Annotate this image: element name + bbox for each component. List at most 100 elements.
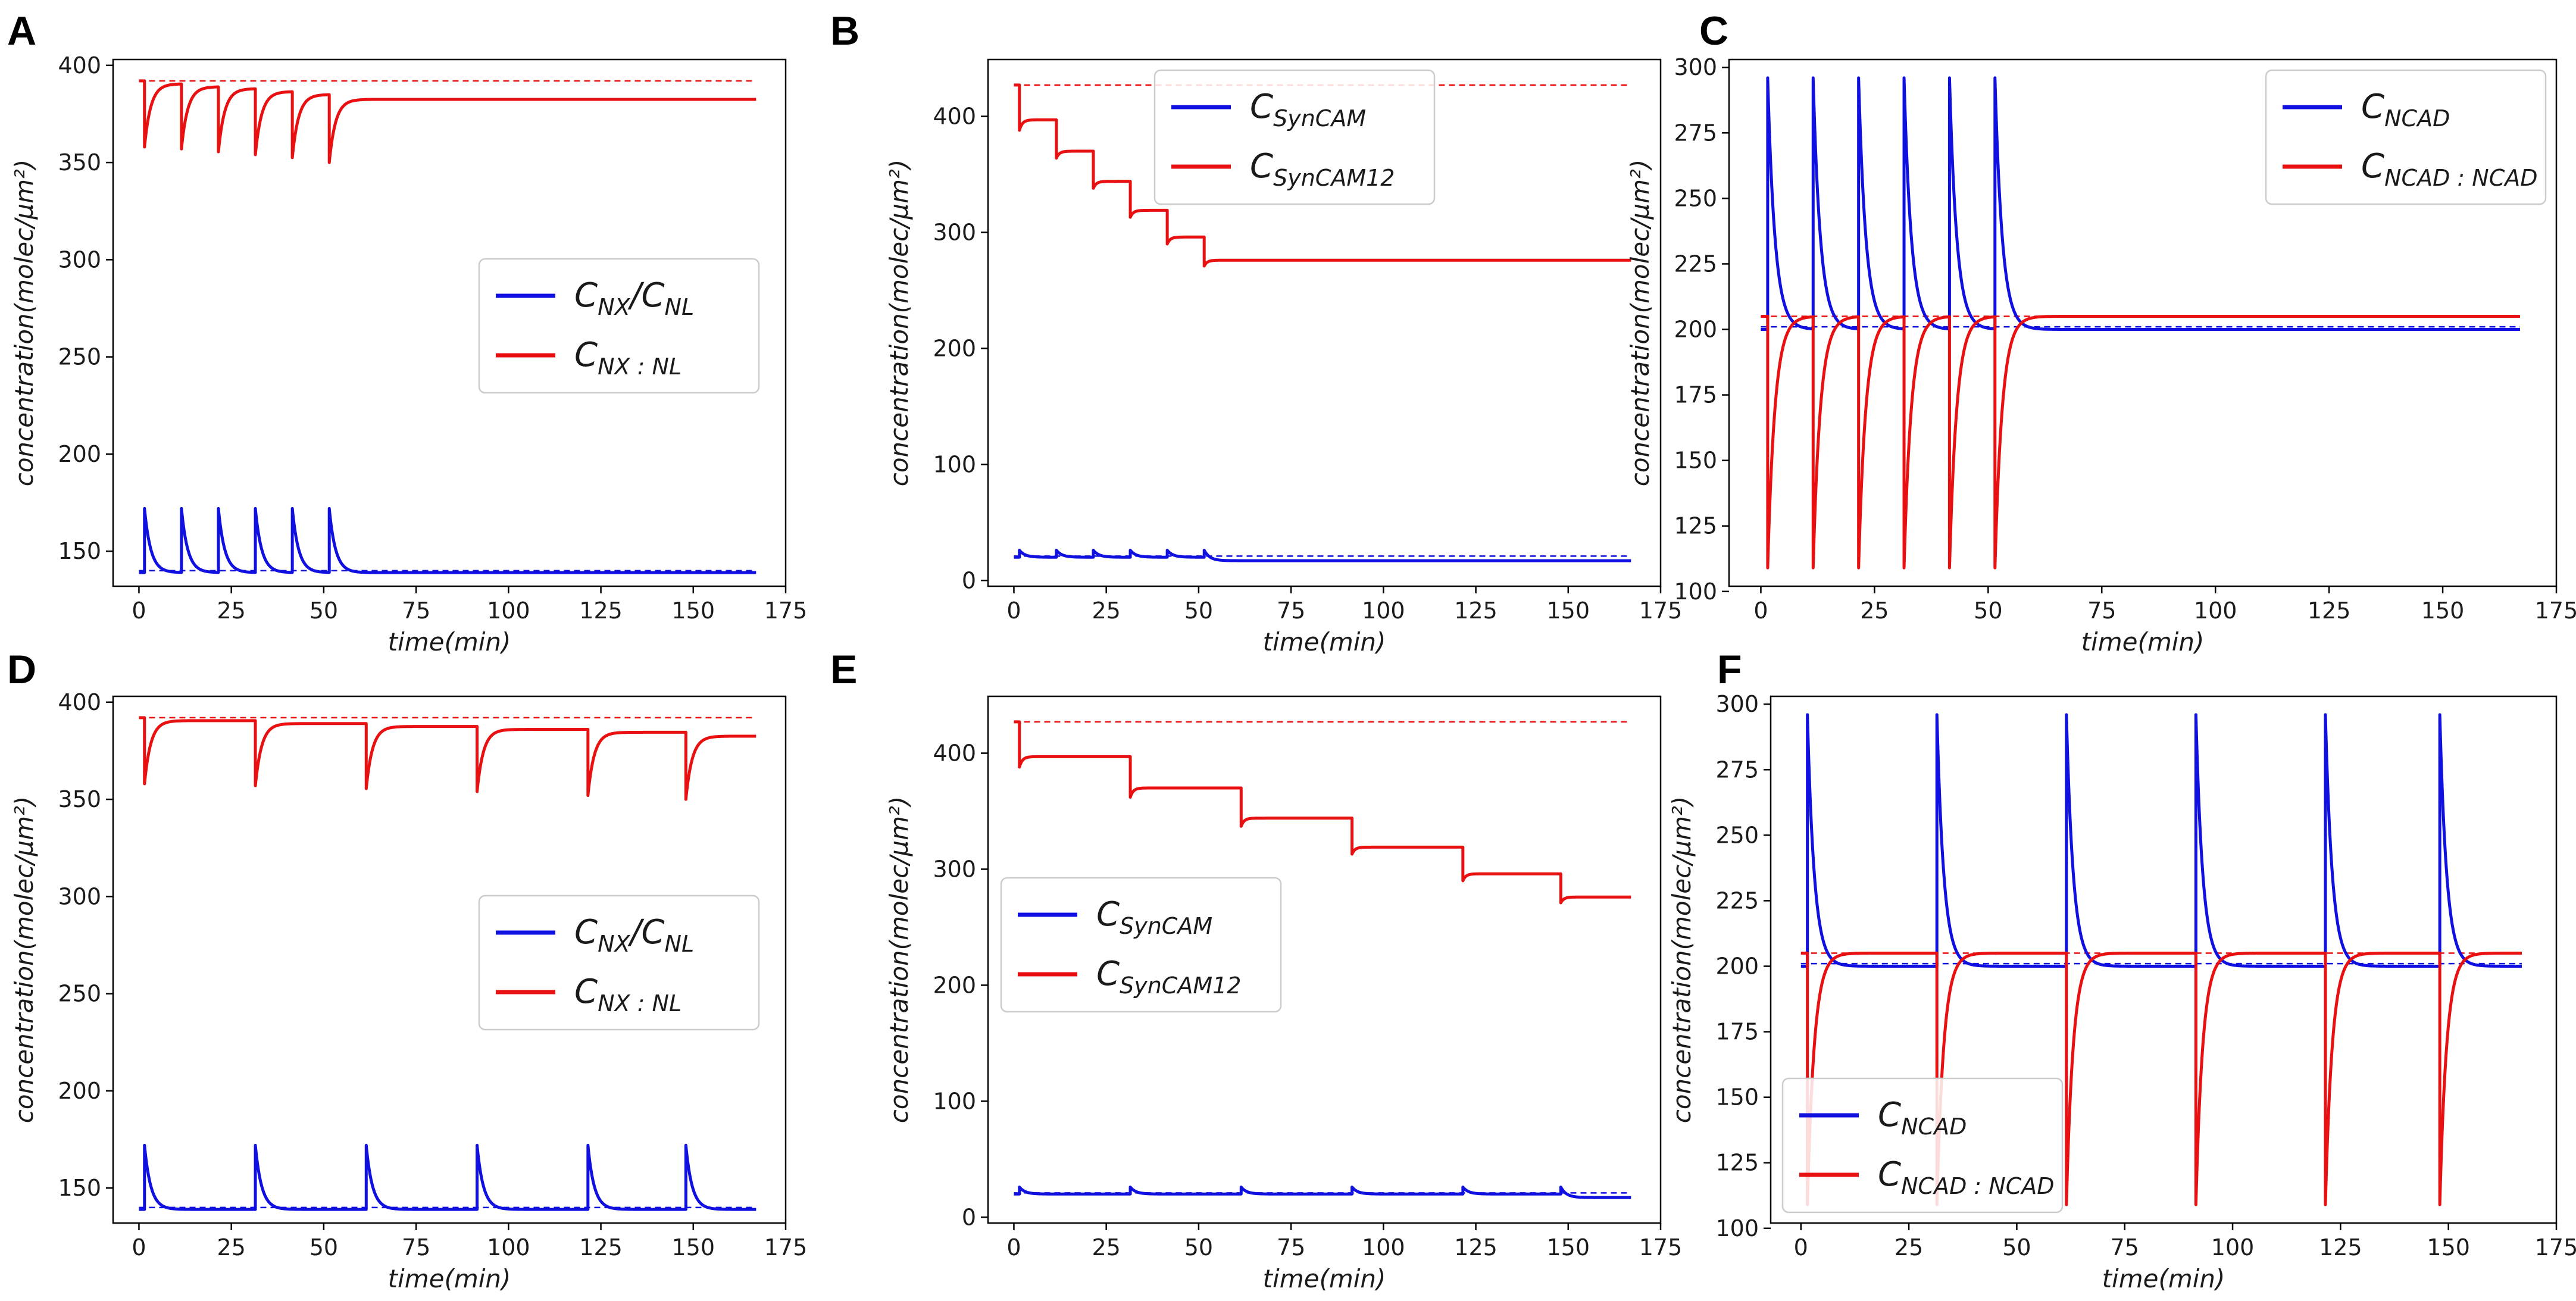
- x-axis-label: time(min): [388, 627, 511, 656]
- y-tick-label: 200: [58, 1078, 101, 1104]
- x-tick-label: 0: [1006, 598, 1021, 624]
- x-tick-label: 100: [487, 1234, 530, 1261]
- y-tick-label: 300: [1715, 691, 1759, 717]
- x-tick-label: 25: [1860, 598, 1889, 624]
- y-tick-label: 125: [1674, 513, 1717, 539]
- y-tick-label: 200: [58, 441, 101, 467]
- legend-label: CSynCAM12: [1250, 147, 1395, 191]
- y-tick-label: 100: [1715, 1215, 1759, 1241]
- series-line-dip: [139, 716, 758, 801]
- x-tick-label: 150: [2421, 598, 2465, 624]
- legend-label: CNX : NL: [574, 336, 681, 380]
- y-tick-label: 0: [962, 567, 976, 593]
- x-tick-label: 150: [672, 1234, 715, 1261]
- axes-frame: [1728, 58, 2558, 587]
- x-tick-label: 75: [402, 598, 430, 624]
- legend-frame: [1781, 1077, 2064, 1214]
- legend-label: CNX/CNL: [574, 913, 694, 957]
- y-tick-label: 400: [58, 52, 101, 79]
- panel-letter: D: [7, 647, 36, 692]
- panel-B: B 0 25 50 75 100 125 150 175 0 100 200 300 400 time(mi…: [830, 8, 1682, 656]
- y-tick-label: 250: [1674, 185, 1717, 211]
- x-tick-label: 50: [1184, 1234, 1213, 1261]
- legend-label: CNCAD: [1878, 1096, 1967, 1140]
- series-line-step: [1014, 83, 1633, 268]
- y-tick-label: 0: [962, 1204, 976, 1230]
- x-tick-label: 25: [217, 598, 246, 624]
- axes-frame: [987, 695, 1662, 1224]
- y-tick-label: 250: [1715, 822, 1759, 848]
- legend-frame: [478, 895, 760, 1031]
- y-tick-label: 400: [933, 740, 976, 767]
- series-line-dip: [139, 79, 758, 164]
- x-tick-label: 0: [1794, 1234, 1808, 1261]
- y-tick-label: 175: [1715, 1019, 1759, 1045]
- legend-label: CSynCAM: [1250, 87, 1366, 132]
- y-tick-label: 300: [58, 246, 101, 273]
- series-line-dip: [1800, 951, 2524, 1206]
- x-axis-label: time(min): [1263, 627, 1386, 656]
- x-tick-label: 100: [2194, 598, 2237, 624]
- x-tick-label: 25: [1092, 1234, 1121, 1261]
- panel-F: F 0 25 50 75 100 125 150 175 100 125 150 175 200 225 25…: [1667, 647, 2576, 1293]
- x-tick-label: 50: [2002, 1234, 2031, 1261]
- x-axis-label: time(min): [2081, 627, 2205, 656]
- panel-letter: A: [7, 8, 36, 54]
- series-line-spike: [139, 1143, 758, 1211]
- legend-label: CSynCAM: [1096, 895, 1212, 939]
- legend-label: CNCAD : NCAD: [2361, 147, 2538, 191]
- plot-area: [1800, 713, 2524, 1206]
- y-tick-label: 350: [58, 149, 101, 176]
- plot-area: [1761, 76, 2522, 570]
- x-tick-label: 125: [2308, 598, 2351, 624]
- y-tick-label: 275: [1674, 120, 1717, 146]
- x-tick-label: 150: [1547, 598, 1590, 624]
- x-tick-label: 125: [579, 1234, 623, 1261]
- panel-letter: C: [1699, 8, 1728, 54]
- x-tick-label: 100: [1362, 1234, 1405, 1261]
- x-tick-label: 175: [2535, 1234, 2576, 1261]
- series-line-spike: [139, 506, 758, 574]
- panel-E: E 0 25 50 75 100 125 150 175 0 100 200 300 400 time(mi…: [830, 647, 1682, 1293]
- x-tick-label: 0: [1753, 598, 1768, 624]
- legend-frame: [1000, 877, 1282, 1013]
- y-tick-label: 150: [58, 538, 101, 564]
- x-tick-label: 75: [2111, 1234, 2139, 1261]
- y-tick-label: 125: [1715, 1150, 1759, 1176]
- x-tick-label: 75: [402, 1234, 430, 1261]
- y-axis-label: concentration(molec/μm²): [884, 796, 914, 1124]
- y-tick-label: 200: [933, 335, 976, 361]
- legend-label: CSynCAM12: [1096, 955, 1241, 999]
- x-tick-label: 125: [2319, 1234, 2362, 1261]
- legend-F: CNCAD CNCAD : NCAD: [1781, 1077, 2064, 1214]
- x-tick-label: 100: [2211, 1234, 2255, 1261]
- series-line-spike: [1014, 1186, 1633, 1199]
- x-axis-label: time(min): [2102, 1264, 2225, 1293]
- legend-label: CNX : NL: [574, 972, 681, 1017]
- panel-D: D 0 25 50 75 100 125 150 175 150 200 250 300 350 400 ti…: [7, 647, 807, 1293]
- y-axis-label: concentration(molec/μm²): [10, 160, 39, 487]
- series-line-dip: [1761, 314, 2522, 570]
- y-tick-label: 100: [933, 451, 976, 477]
- x-tick-label: 175: [1639, 598, 1683, 624]
- y-tick-label: 150: [1715, 1084, 1759, 1111]
- x-tick-label: 100: [1362, 598, 1405, 624]
- y-tick-label: 275: [1715, 756, 1759, 783]
- x-tick-label: 125: [579, 598, 623, 624]
- x-tick-label: 150: [2427, 1234, 2470, 1261]
- y-tick-label: 300: [933, 856, 976, 882]
- y-tick-label: 100: [933, 1088, 976, 1114]
- x-tick-label: 0: [132, 598, 146, 624]
- legend-D: CNX/CNL CNX : NL: [478, 895, 760, 1031]
- x-tick-label: 75: [1277, 598, 1305, 624]
- x-tick-label: 125: [1454, 1234, 1498, 1261]
- panel-A: A 0 25 50 75 100 125 150 175 150 200 250 300 350 400 ti…: [7, 8, 807, 656]
- axes-frame: [112, 58, 787, 587]
- y-tick-label: 250: [58, 981, 101, 1007]
- x-axis-label: time(min): [1263, 1264, 1386, 1293]
- legend-label: CNCAD : NCAD: [1878, 1155, 2055, 1199]
- y-tick-label: 350: [58, 786, 101, 812]
- y-tick-label: 400: [58, 689, 101, 715]
- series-line-spike: [1800, 713, 2524, 968]
